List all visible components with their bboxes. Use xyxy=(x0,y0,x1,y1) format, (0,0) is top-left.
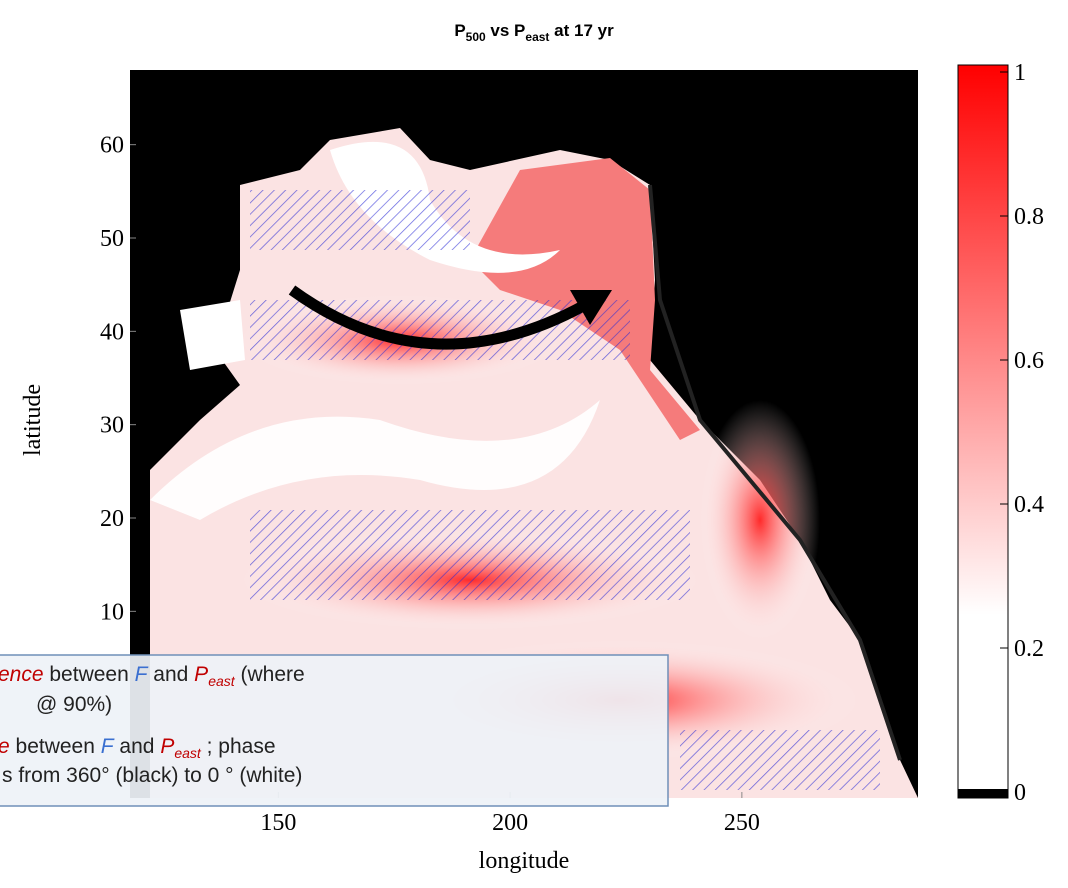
x-tick-label: 250 xyxy=(724,810,760,836)
legend-part: ence xyxy=(0,663,44,686)
legend-part: ; phase xyxy=(201,735,276,758)
colorbar-tick-label: 0.6 xyxy=(1014,348,1044,374)
legend-text: e between F and Peast ; phase xyxy=(0,735,276,761)
legend-text: s from 360° (black) to 0 ° (white) xyxy=(2,764,302,787)
legend-part: s from 360° (black) to 0 ° (white) xyxy=(2,764,302,787)
legend-part: @ 90%) xyxy=(36,693,112,716)
hatch xyxy=(250,190,470,250)
legend-part: and xyxy=(114,735,161,758)
y-tick-label: 60 xyxy=(100,133,124,159)
y-tick-label: 10 xyxy=(100,599,124,625)
chart: P500 vs Peast at 17 yr longitude latitud… xyxy=(0,0,1068,888)
legend-part: between xyxy=(10,735,101,758)
region xyxy=(700,400,820,640)
colorbar-tick-label: 0.8 xyxy=(1014,204,1044,230)
colorbar-tick-label: 0.2 xyxy=(1014,636,1044,662)
hatch xyxy=(250,510,690,600)
title-part: 500 xyxy=(466,30,486,44)
legend-part: and xyxy=(147,663,194,686)
legend-part: e xyxy=(0,735,10,758)
colorbar-tick-label: 0.4 xyxy=(1014,492,1044,518)
legend-part: east xyxy=(208,673,236,689)
y-axis-label: latitude xyxy=(20,384,46,456)
colorbar-tick-label: 0 xyxy=(1014,780,1026,806)
chart-title: P500 vs Peast at 17 yr xyxy=(454,21,614,44)
legend-part: east xyxy=(174,745,202,761)
title-part: at 17 yr xyxy=(549,21,614,40)
title-part: vs P xyxy=(486,21,526,40)
colorbar-tick-label: 1 xyxy=(1014,60,1026,86)
x-axis-label: longitude xyxy=(479,848,570,874)
y-tick-label: 30 xyxy=(100,413,124,439)
hatch xyxy=(680,730,880,790)
legend-text: @ 90%) xyxy=(36,693,112,716)
legend-part: P xyxy=(194,663,208,686)
colorbar xyxy=(958,65,1008,798)
title-part: P xyxy=(454,21,465,40)
colorbar-low xyxy=(958,789,1008,798)
island xyxy=(180,300,245,370)
legend-part: (where xyxy=(235,663,305,686)
y-tick-label: 20 xyxy=(100,506,124,532)
x-tick-label: 150 xyxy=(260,810,296,836)
y-tick-label: 50 xyxy=(100,226,124,252)
y-tick-label: 40 xyxy=(100,319,124,345)
legend-part: between xyxy=(44,663,135,686)
title-part: east xyxy=(525,30,549,44)
x-tick-label: 200 xyxy=(492,810,528,836)
legend-text: ence between F and Peast (where xyxy=(0,663,305,689)
legend-part: P xyxy=(160,735,174,758)
